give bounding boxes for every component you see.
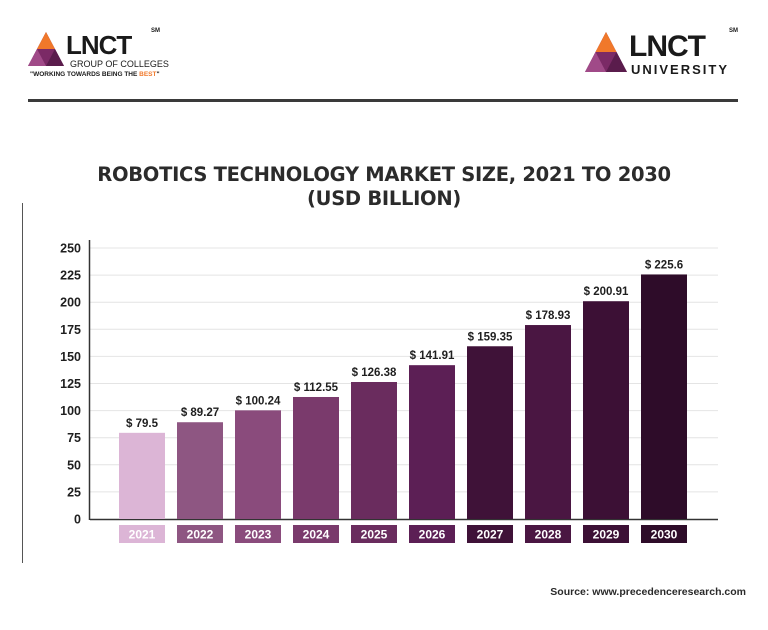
bar-data-label: $ 225.6 — [645, 259, 683, 271]
bar — [351, 382, 397, 519]
source-credit: Source: www.precedenceresearch.com — [550, 586, 746, 598]
bar-data-label: $ 89.27 — [181, 407, 219, 419]
bar-data-label: $ 200.91 — [584, 286, 629, 298]
header-divider — [28, 99, 738, 102]
x-tick-label: 2029 — [593, 528, 620, 542]
x-tick-label: 2023 — [245, 528, 272, 542]
lnct-group-logo: LNCT SM GROUP OF COLLEGES "WORKING TOWAR… — [26, 28, 176, 80]
lnct-emblem-icon — [585, 32, 627, 72]
bar — [235, 410, 281, 519]
bar — [525, 325, 571, 519]
y-tick-label: 200 — [60, 296, 81, 310]
category-label-box — [235, 525, 281, 543]
category-label-box — [409, 525, 455, 543]
category-label-box — [177, 525, 223, 543]
category-label-box — [467, 525, 513, 543]
logo-wordmark: LNCT — [66, 30, 132, 60]
category-label-box — [293, 525, 339, 543]
service-mark: SM — [151, 28, 160, 34]
y-tick-label: 250 — [60, 242, 81, 256]
logo-subtitle: GROUP OF COLLEGES — [70, 59, 169, 69]
logo-subtitle: UNIVERSITY — [631, 62, 730, 77]
bar-data-label: $ 79.5 — [126, 418, 159, 430]
x-tick-label: 2024 — [303, 528, 330, 542]
y-tick-label: 50 — [67, 458, 81, 472]
x-tick-label: 2026 — [419, 528, 446, 542]
category-label-box — [351, 525, 397, 543]
category-label-box — [583, 525, 629, 543]
bar — [641, 274, 687, 519]
bar — [583, 301, 629, 519]
category-label-box — [641, 525, 687, 543]
y-tick-label: 25 — [67, 485, 81, 499]
chart-title: ROBOTICS TECHNOLOGY MARKET SIZE, 2021 TO… — [0, 163, 768, 211]
y-tick-label: 150 — [60, 350, 81, 364]
bar-data-label: $ 178.93 — [526, 310, 571, 322]
x-tick-label: 2022 — [187, 528, 214, 542]
service-mark: SM — [729, 28, 738, 34]
bar-data-label: $ 112.55 — [294, 382, 339, 394]
category-label-box — [119, 525, 165, 543]
bar-data-label: $ 126.38 — [352, 367, 397, 379]
bar-data-label: $ 159.35 — [468, 331, 513, 343]
x-tick-label: 2021 — [129, 528, 156, 542]
left-divider — [22, 203, 23, 563]
y-tick-label: 100 — [60, 404, 81, 418]
lnct-university-logo: LNCT SM UNIVERSITY — [583, 28, 743, 80]
x-tick-label: 2025 — [361, 528, 388, 542]
chart-title-line-2: (USD BILLION) — [307, 187, 461, 210]
y-tick-label: 0 — [74, 513, 81, 527]
category-label-box — [525, 525, 571, 543]
chart-title-line-1: ROBOTICS TECHNOLOGY MARKET SIZE, 2021 TO… — [97, 163, 671, 186]
bar-data-label: $ 100.24 — [236, 395, 281, 407]
y-tick-label: 75 — [67, 431, 81, 445]
bar — [409, 365, 455, 519]
bar-data-label: $ 141.91 — [410, 350, 455, 362]
y-tick-label: 175 — [60, 323, 81, 337]
x-tick-label: 2030 — [651, 528, 678, 542]
y-tick-label: 125 — [60, 377, 81, 391]
y-tick-label: 225 — [60, 269, 81, 283]
lnct-emblem-icon — [28, 32, 64, 66]
x-tick-label: 2028 — [535, 528, 562, 542]
bar — [177, 422, 223, 519]
bar — [467, 346, 513, 519]
logo-wordmark: LNCT — [629, 30, 706, 63]
logo-tagline: "WORKING TOWARDS BEING THE BEST" — [30, 71, 160, 78]
x-tick-label: 2027 — [477, 528, 504, 542]
bar — [293, 396, 339, 519]
bar — [119, 432, 165, 519]
